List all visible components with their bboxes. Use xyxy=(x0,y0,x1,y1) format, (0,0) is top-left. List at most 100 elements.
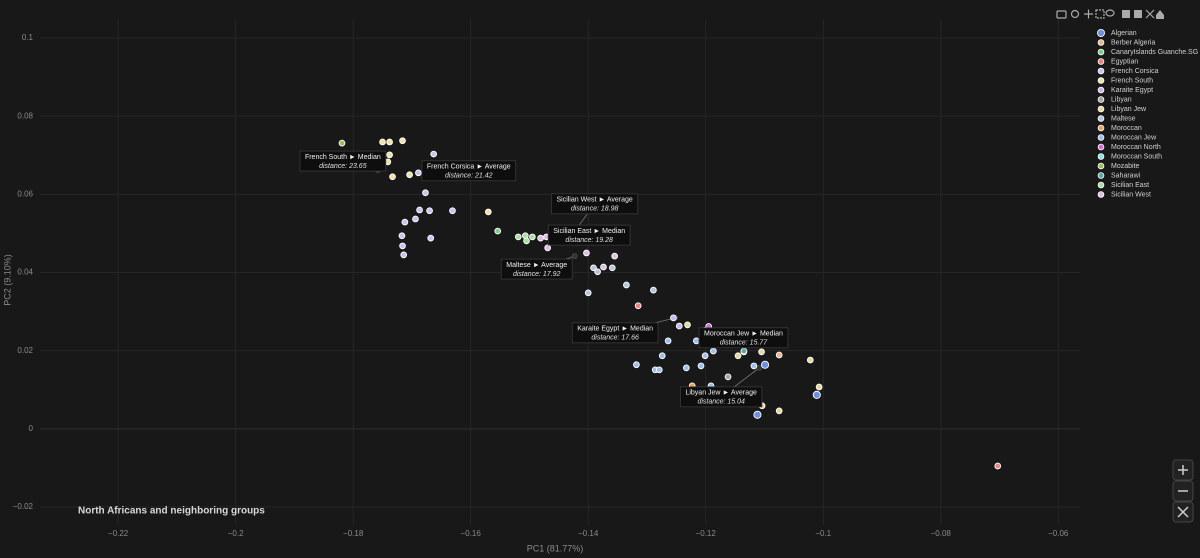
point xyxy=(416,206,423,214)
annotation-box xyxy=(698,327,789,349)
legend-marker xyxy=(1097,86,1105,94)
legend-label: Sicilian East xyxy=(1111,182,1149,189)
annotation-text: Maltese ► Average xyxy=(506,262,567,269)
reset-icon xyxy=(1177,506,1189,518)
annotation-distance: distance: 15.77 xyxy=(720,340,769,347)
point xyxy=(806,356,814,364)
zoom-controls xyxy=(1172,459,1194,523)
point xyxy=(484,208,492,216)
zoom-out-button[interactable] xyxy=(1134,10,1142,18)
lasso-button[interactable] xyxy=(1105,9,1115,17)
point xyxy=(430,150,438,158)
point xyxy=(994,462,1002,470)
zoom-button[interactable] xyxy=(1070,9,1080,19)
annotation-distance: distance: 21.42 xyxy=(445,173,493,180)
legend-label: Berber Algeria xyxy=(1111,39,1155,46)
point xyxy=(398,232,406,240)
point xyxy=(537,234,544,242)
point xyxy=(412,215,419,223)
legend-marker xyxy=(1097,172,1105,179)
point xyxy=(406,171,413,179)
x-tick-label: −0.08 xyxy=(931,529,952,538)
point xyxy=(608,264,616,272)
point xyxy=(523,237,530,245)
point xyxy=(664,337,672,345)
annotation-box xyxy=(571,322,659,344)
point xyxy=(684,321,691,329)
point xyxy=(812,390,821,399)
zoom-in-button[interactable] xyxy=(1122,10,1130,18)
box-select-button[interactable] xyxy=(1095,9,1105,19)
point xyxy=(650,286,657,294)
y-tick-label: 0 xyxy=(29,424,34,433)
legend-label: Saharawi xyxy=(1111,172,1141,179)
legend-marker xyxy=(1097,28,1106,37)
point xyxy=(775,351,783,359)
point xyxy=(400,251,408,259)
annotation-text: French Corsica ► Average xyxy=(427,164,511,171)
camera-button[interactable] xyxy=(1056,10,1067,19)
legend-label: French South xyxy=(1111,77,1153,84)
point xyxy=(427,234,435,242)
point xyxy=(600,263,607,271)
annotation-text: French South ► Median xyxy=(305,154,381,161)
x-tick-label: −0.14 xyxy=(578,529,599,538)
point xyxy=(633,361,640,369)
legend-marker xyxy=(1097,143,1105,151)
point xyxy=(623,281,630,289)
point xyxy=(426,207,433,215)
annotation-box xyxy=(500,258,573,280)
point xyxy=(449,207,456,215)
legend-marker xyxy=(1097,134,1105,141)
legend-marker xyxy=(1097,181,1105,189)
legend-label: CanaryIslands Guanche.SG xyxy=(1111,49,1198,56)
y-tick-label: 0.1 xyxy=(22,33,34,42)
x-tick-label: −0.22 xyxy=(108,529,129,538)
point xyxy=(401,218,409,226)
point xyxy=(761,360,770,369)
annotation-text: Karaite Egypt ► Median xyxy=(577,326,653,333)
point xyxy=(634,302,642,310)
x-tick-label: −0.1 xyxy=(815,529,831,538)
autoscale-button[interactable] xyxy=(1145,9,1155,19)
reset-button[interactable] xyxy=(1156,10,1164,19)
annotation-text: Sicilian East ► Median xyxy=(553,228,625,235)
point xyxy=(494,227,502,235)
point xyxy=(399,137,406,145)
y-tick-label: 0.04 xyxy=(17,268,33,277)
y-axis-label: PC2 (9.10%) xyxy=(2,254,12,306)
annotation-distance: distance: 17.66 xyxy=(591,335,639,342)
point xyxy=(675,322,683,330)
legend-marker xyxy=(1097,191,1105,198)
legend-label: Moroccan South xyxy=(1111,153,1162,160)
point xyxy=(379,138,386,146)
annotation-box xyxy=(551,193,639,215)
legend-label: Moroccan Jew xyxy=(1111,134,1157,141)
point xyxy=(514,233,522,241)
x-axis-label: PC1 (81.77%) xyxy=(527,543,584,553)
legend-marker xyxy=(1097,153,1105,160)
annotation-box xyxy=(421,160,517,182)
annotation-box xyxy=(299,150,387,172)
pan-button[interactable] xyxy=(1084,9,1093,19)
annotation-distance: distance: 19.28 xyxy=(565,237,613,244)
point xyxy=(697,362,705,370)
point xyxy=(658,352,666,360)
toolbar xyxy=(1056,9,1164,19)
x-tick-label: −0.2 xyxy=(228,529,244,538)
point xyxy=(758,348,765,356)
annotation-text: Moroccan Jew ► Median xyxy=(704,331,783,338)
point xyxy=(386,138,393,146)
point xyxy=(753,410,762,419)
legend-label: Libyan xyxy=(1111,96,1132,103)
legend-marker xyxy=(1097,48,1105,56)
points xyxy=(338,137,1002,470)
x-tick-label: −0.06 xyxy=(1048,529,1069,538)
point xyxy=(544,244,552,252)
x-tick-label: −0.18 xyxy=(343,529,364,538)
annotation-text: Libyan Jew ► Average xyxy=(685,390,757,397)
point xyxy=(750,362,758,370)
y-tick-label: −0.02 xyxy=(13,502,34,511)
y-tick-label: 0.02 xyxy=(17,346,33,355)
